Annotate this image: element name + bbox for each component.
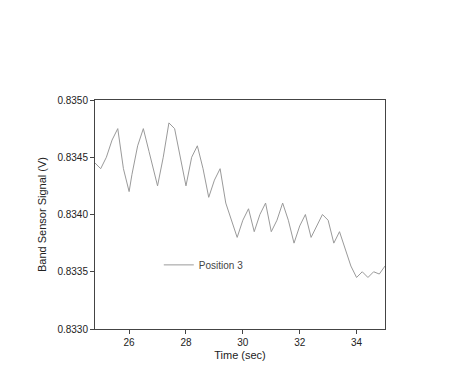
svg-text:0.8340: 0.8340 bbox=[57, 209, 88, 220]
svg-text:30: 30 bbox=[237, 337, 249, 348]
svg-text:0.8335: 0.8335 bbox=[57, 266, 88, 277]
svg-text:Position 3: Position 3 bbox=[199, 260, 243, 271]
svg-text:28: 28 bbox=[180, 337, 192, 348]
svg-text:26: 26 bbox=[124, 337, 136, 348]
svg-text:34: 34 bbox=[351, 337, 363, 348]
svg-text:0.8330: 0.8330 bbox=[57, 324, 88, 335]
svg-text:Band Sensor Signal (V): Band Sensor Signal (V) bbox=[36, 157, 48, 272]
svg-text:Time (sec): Time (sec) bbox=[214, 349, 266, 361]
svg-text:0.8345: 0.8345 bbox=[57, 152, 88, 163]
svg-text:32: 32 bbox=[294, 337, 306, 348]
svg-text:0.8350: 0.8350 bbox=[57, 95, 88, 106]
